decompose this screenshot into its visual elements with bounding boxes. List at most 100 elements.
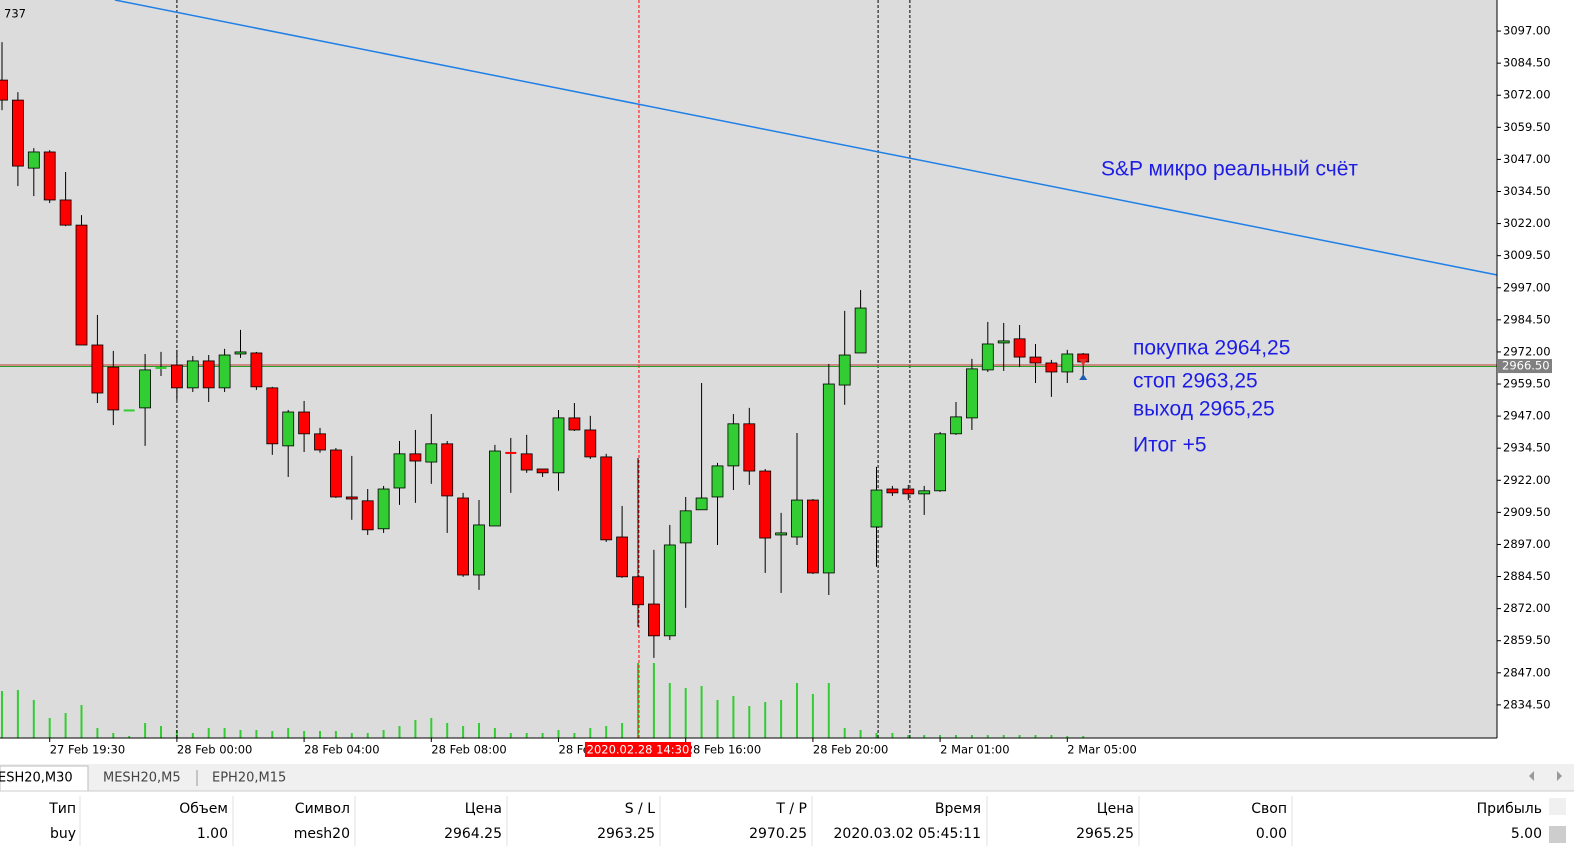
candle-body xyxy=(886,488,899,494)
candle-body xyxy=(425,443,438,463)
candle-body xyxy=(250,352,263,388)
y-tick-label: 2859.50 xyxy=(1503,633,1551,647)
candle-body xyxy=(139,369,152,409)
candle-body xyxy=(1061,353,1074,373)
candle-body xyxy=(568,417,581,431)
x-tick-label: 28 Feb 00:00 xyxy=(177,743,252,757)
active-tab[interactable] xyxy=(0,765,89,792)
y-tick-label: 2934.50 xyxy=(1503,441,1551,455)
candle-body xyxy=(0,79,8,101)
annotation-title: S&P микро реальный счёт xyxy=(1101,158,1358,181)
tab-label[interactable]: ESH20,M30 xyxy=(0,771,73,786)
candle-body xyxy=(854,307,867,354)
y-tick-label: 2909.50 xyxy=(1503,505,1551,519)
x-tick-label: 28 Feb 20:00 xyxy=(813,743,888,757)
candle-body xyxy=(711,465,724,498)
candle-body xyxy=(950,416,962,435)
x-tick-label: 2 Mar 05:00 xyxy=(1067,743,1136,757)
tab-scroll-left[interactable] xyxy=(1529,771,1534,781)
candle-body xyxy=(186,360,199,389)
candle-body xyxy=(345,496,358,500)
candle-body xyxy=(584,429,597,458)
price-label-box xyxy=(1498,359,1552,374)
x-tick-label: 27 Feb 19:30 xyxy=(50,743,125,757)
candle-body xyxy=(441,443,454,497)
candle-body xyxy=(298,411,311,435)
annotation: выход 2965,25 xyxy=(1133,398,1275,421)
candle-body xyxy=(791,499,803,538)
candle-body xyxy=(107,366,120,411)
y-tick-label: 3047.00 xyxy=(1503,152,1551,166)
table-cell: 5.00 xyxy=(1511,826,1542,842)
x-tick-label: 28 Feb 08:00 xyxy=(431,743,506,757)
candle-body xyxy=(473,524,485,576)
y-tick-label: 2984.50 xyxy=(1503,312,1551,326)
x-tick-label: 2 Mar 01:00 xyxy=(940,743,1009,757)
y-tick-label: 2972.00 xyxy=(1503,344,1551,358)
column-header: Прибыль xyxy=(1477,801,1542,817)
crosshair-label-box xyxy=(584,742,691,757)
candle-body xyxy=(632,576,644,606)
candle-body xyxy=(981,343,994,371)
candle-body xyxy=(679,510,692,544)
tab-scroll-right[interactable] xyxy=(1557,771,1562,781)
candle-body xyxy=(759,470,772,539)
column-header: Объем xyxy=(179,801,228,817)
column-header: Тип xyxy=(48,801,76,817)
candle-body xyxy=(838,354,851,386)
price-label: 2966.50 xyxy=(1502,359,1550,373)
table-cell: 0.00 xyxy=(1256,826,1287,842)
tab-label[interactable]: MESH20,M5 xyxy=(103,771,181,786)
candle-body xyxy=(1013,338,1026,358)
candle-body xyxy=(743,423,756,472)
candle-body xyxy=(520,453,533,471)
y-tick-label: 3034.50 xyxy=(1503,184,1551,198)
candle-body xyxy=(966,368,978,419)
candle-body xyxy=(91,344,104,394)
chart xyxy=(0,0,1497,738)
y-tick-label: 3084.50 xyxy=(1503,56,1551,70)
column-header: T / P xyxy=(775,801,807,817)
candle-body xyxy=(1045,362,1058,373)
entry-marker xyxy=(1079,374,1088,380)
candle-body xyxy=(934,433,946,492)
candle-body xyxy=(807,499,819,574)
candle-body xyxy=(536,468,549,474)
candle-body xyxy=(43,151,56,201)
y-tick-label: 3097.00 xyxy=(1503,24,1551,38)
annotation: Итог +5 xyxy=(1133,434,1207,457)
candle-body xyxy=(282,411,295,447)
y-tick-label: 2884.50 xyxy=(1503,569,1551,583)
column-header: Время xyxy=(935,801,981,817)
candle-body xyxy=(361,500,374,531)
scrollbar-button[interactable] xyxy=(1549,798,1566,815)
tab-label[interactable]: EPH20,M15 xyxy=(212,771,286,786)
table-cell: 2964.25 xyxy=(444,826,502,842)
candle-body xyxy=(918,490,931,495)
candle-body xyxy=(488,450,501,527)
candle-body xyxy=(600,456,613,541)
y-tick-label: 3072.00 xyxy=(1503,88,1551,102)
candle-body xyxy=(870,489,883,528)
table-cell: 1.00 xyxy=(197,826,228,842)
column-header: Цена xyxy=(465,801,502,817)
y-tick-label: 2834.50 xyxy=(1503,697,1551,711)
exit-marker xyxy=(1079,359,1088,366)
candle-body xyxy=(648,603,660,637)
candle-body xyxy=(695,497,708,511)
chart-area xyxy=(0,0,1497,738)
candle-body xyxy=(457,497,470,576)
table-cell: buy xyxy=(50,826,76,842)
candle-body xyxy=(59,199,72,226)
candle-body xyxy=(202,360,215,389)
column-header: Своп xyxy=(1251,801,1287,817)
candle-body xyxy=(11,99,24,167)
candle-body xyxy=(727,423,740,467)
candle-body xyxy=(663,544,676,637)
candle-body xyxy=(266,387,279,445)
candle-body xyxy=(329,449,342,498)
table-cell: mesh20 xyxy=(294,826,350,842)
y-tick-label: 2847.00 xyxy=(1503,665,1551,679)
scrollbar-thumb[interactable] xyxy=(1549,826,1566,843)
